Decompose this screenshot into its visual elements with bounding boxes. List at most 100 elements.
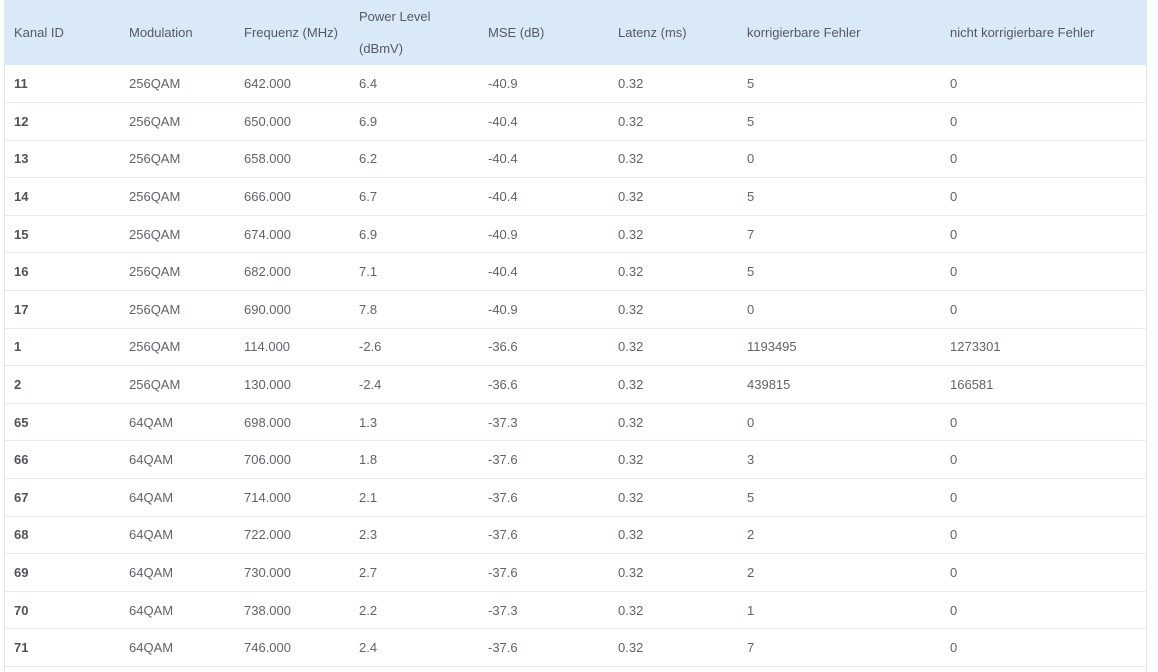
frequenz-cell: 738.000 bbox=[244, 602, 291, 618]
table-row: 66 64QAM 706.000 1.8 -37.6 0.32 3 0 bbox=[5, 441, 1146, 479]
nicht-korrigierbare-fehler-cell: 0 bbox=[950, 113, 958, 129]
modulation-cell: 256QAM bbox=[129, 113, 181, 129]
nicht-korrigierbare-fehler-cell: 1273301 bbox=[950, 339, 1001, 355]
table-header: Kanal ID Modulation Frequenz (MHz) Power… bbox=[5, 0, 1146, 65]
modulation-cell: 256QAM bbox=[129, 264, 181, 280]
header-power-level: Power Level (dBmV) bbox=[350, 0, 479, 65]
latenz-cell: 0.32 bbox=[618, 301, 644, 317]
modulation-cell: 64QAM bbox=[129, 527, 174, 543]
kanal-id-cell: 71 bbox=[14, 640, 29, 656]
mse-cell: -40.4 bbox=[488, 264, 518, 280]
nicht-korrigierbare-fehler-cell: 0 bbox=[950, 76, 958, 92]
modulation-cell: 64QAM bbox=[129, 602, 174, 618]
nicht-korrigierbare-fehler-cell: 0 bbox=[950, 301, 958, 317]
korrigierbare-fehler-cell: 2 bbox=[747, 565, 755, 581]
frequenz-cell: 658.000 bbox=[244, 151, 291, 167]
mse-cell: -37.6 bbox=[488, 565, 518, 581]
table-row: 15 256QAM 674.000 6.9 -40.9 0.32 7 0 bbox=[5, 215, 1146, 253]
kanal-id-cell: 68 bbox=[14, 527, 29, 543]
mse-cell: -40.9 bbox=[488, 76, 518, 92]
latenz-cell: 0.32 bbox=[618, 76, 644, 92]
korrigierbare-fehler-cell: 0 bbox=[747, 301, 755, 317]
power-level-cell bbox=[350, 667, 479, 672]
modulation-cell: 256QAM bbox=[129, 226, 181, 242]
korrigierbare-fehler-cell: 439815 bbox=[747, 377, 791, 393]
power-level-cell: 6.9 bbox=[359, 113, 378, 129]
frequenz-cell: 642.000 bbox=[244, 76, 291, 92]
frequenz-cell: 690.000 bbox=[244, 301, 291, 317]
mse-cell: -36.6 bbox=[488, 377, 518, 393]
mse-cell: -37.6 bbox=[488, 527, 518, 543]
latenz-cell: 0.32 bbox=[618, 377, 644, 393]
modulation-cell: 64QAM bbox=[129, 489, 174, 505]
kanal-id-cell: 11 bbox=[14, 76, 28, 92]
table-row: 67 64QAM 714.000 2.1 -37.6 0.32 5 0 bbox=[5, 479, 1146, 517]
kanal-id-cell: 16 bbox=[14, 264, 29, 280]
mse-cell: -40.4 bbox=[488, 113, 518, 129]
modulation-cell: 64QAM bbox=[129, 452, 174, 468]
table-row: 70 64QAM 738.000 2.2 -37.3 0.32 1 0 bbox=[5, 591, 1146, 629]
table-row: 1 256QAM 114.000 -2.6 -36.6 0.32 1193495 127330… bbox=[5, 328, 1146, 366]
kanal-id-cell: 67 bbox=[14, 489, 29, 505]
power-level-cell: 2.3 bbox=[359, 527, 378, 543]
power-level-cell: 6.7 bbox=[359, 189, 378, 205]
latenz-cell: 0.32 bbox=[618, 414, 644, 430]
latenz-cell: 0.32 bbox=[618, 151, 644, 167]
downstream-channel-table: Kanal ID Modulation Frequenz (MHz) Power… bbox=[5, 0, 1146, 672]
header-modulation: Modulation bbox=[129, 24, 193, 40]
nicht-korrigierbare-fehler-cell: 0 bbox=[950, 640, 958, 656]
header-row: Kanal ID Modulation Frequenz (MHz) Power… bbox=[5, 0, 1146, 65]
power-level-cell: 2.1 bbox=[359, 489, 378, 505]
korrigierbare-fehler-cell: 5 bbox=[747, 264, 755, 280]
kanal-id-cell: 70 bbox=[14, 602, 29, 618]
kanal-id-cell: 13 bbox=[14, 151, 29, 167]
power-level-cell: 7.1 bbox=[359, 264, 378, 280]
header-kanal-id: Kanal ID bbox=[14, 24, 64, 40]
nicht-korrigierbare-fehler-cell: 0 bbox=[950, 189, 958, 205]
kanal-id-cell: 12 bbox=[14, 113, 29, 129]
mse-cell: -40.9 bbox=[488, 226, 518, 242]
power-level-cell: -2.6 bbox=[359, 339, 382, 355]
power-level-cell: 1.8 bbox=[359, 452, 378, 468]
kanal-id-cell: 69 bbox=[14, 565, 29, 581]
korrigierbare-fehler-cell: 0 bbox=[747, 151, 755, 167]
latenz-cell: 0.32 bbox=[618, 489, 644, 505]
table-body: 11 256QAM 642.000 6.4 -40.9 0.32 5 0 12 256QAM 650… bbox=[5, 65, 1146, 672]
table-row bbox=[5, 667, 1146, 672]
modulation-cell: 64QAM bbox=[129, 565, 174, 581]
nicht-korrigierbare-fehler-cell: 0 bbox=[950, 226, 958, 242]
latenz-cell: 0.32 bbox=[618, 452, 644, 468]
power-level-cell: 2.4 bbox=[359, 640, 378, 656]
nicht-korrigierbare-fehler-cell: 0 bbox=[950, 452, 958, 468]
mse-cell: -40.4 bbox=[488, 189, 518, 205]
table-row: 17 256QAM 690.000 7.8 -40.9 0.32 0 0 bbox=[5, 291, 1146, 329]
frequenz-cell: 666.000 bbox=[244, 189, 291, 205]
kanal-id-cell: 15 bbox=[14, 226, 29, 242]
header-korrigierbare-fehler: korrigierbare Fehler bbox=[747, 24, 861, 40]
power-level-cell: 1.3 bbox=[359, 414, 378, 430]
power-level-cell: 7.8 bbox=[359, 301, 378, 317]
korrigierbare-fehler-cell: 7 bbox=[747, 226, 755, 242]
frequenz-cell: 682.000 bbox=[244, 264, 291, 280]
latenz-cell bbox=[609, 667, 738, 672]
modulation-cell: 256QAM bbox=[129, 189, 181, 205]
table-row: 68 64QAM 722.000 2.3 -37.6 0.32 2 0 bbox=[5, 516, 1146, 554]
frequenz-cell: 746.000 bbox=[244, 640, 291, 656]
korrigierbare-fehler-cell bbox=[738, 667, 941, 672]
kanal-id-cell bbox=[5, 667, 120, 672]
nicht-korrigierbare-fehler-cell: 0 bbox=[950, 414, 958, 430]
downstream-channel-table-container: Kanal ID Modulation Frequenz (MHz) Power… bbox=[4, 0, 1147, 672]
kanal-id-cell: 1 bbox=[14, 339, 22, 355]
frequenz-cell: 722.000 bbox=[244, 527, 291, 543]
nicht-korrigierbare-fehler-cell: 0 bbox=[950, 602, 958, 618]
frequenz-cell bbox=[235, 667, 350, 672]
mse-cell: -40.9 bbox=[488, 301, 518, 317]
frequenz-cell: 730.000 bbox=[244, 565, 291, 581]
korrigierbare-fehler-cell: 7 bbox=[747, 640, 755, 656]
mse-cell bbox=[479, 667, 609, 672]
korrigierbare-fehler-cell: 2 bbox=[747, 527, 755, 543]
latenz-cell: 0.32 bbox=[618, 264, 644, 280]
korrigierbare-fehler-cell: 5 bbox=[747, 489, 755, 505]
kanal-id-cell: 14 bbox=[14, 189, 29, 205]
frequenz-cell: 706.000 bbox=[244, 452, 291, 468]
